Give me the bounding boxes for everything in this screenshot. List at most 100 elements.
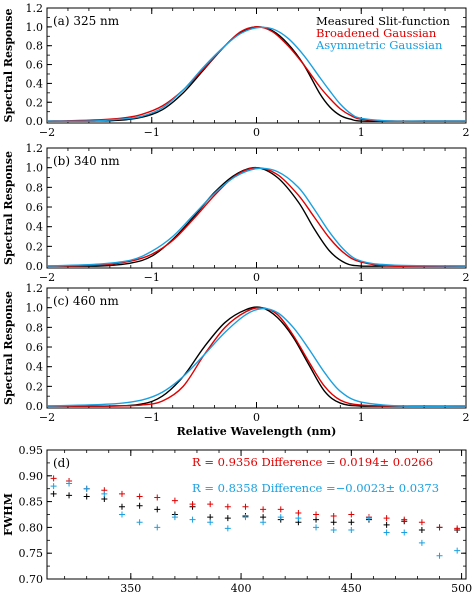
data-point-3	[436, 552, 443, 559]
data-point-2	[171, 497, 178, 504]
data-point-1	[224, 515, 231, 522]
y-axis-label: FWHM	[2, 493, 15, 536]
data-point-3	[418, 539, 425, 546]
y-tick-label: 0.4	[26, 221, 44, 234]
x-tick-label: 0	[253, 411, 260, 424]
data-point-3	[242, 514, 249, 521]
y-tick-label: 1.0	[26, 162, 44, 175]
chart-panel-1: 0.0 0.2 0.4 0.6 0.8 1.0 1.2 −2 −1 0 1 2 Spectral Res…	[2, 2, 470, 139]
plot-area	[47, 166, 466, 268]
data-point-3	[260, 519, 267, 526]
data-point-2	[436, 524, 443, 531]
y-tick-label: 0.2	[26, 380, 44, 393]
data-point-1	[154, 506, 161, 513]
x-tick-label: 2	[463, 126, 470, 139]
x-tick-label: −2	[39, 411, 55, 424]
y-tick-label: 0.6	[26, 201, 44, 214]
data-point-3	[365, 515, 372, 522]
panel-label: (a) 325 nm	[53, 14, 120, 28]
data-point-1	[207, 514, 214, 521]
data-point-1	[66, 492, 73, 499]
y-tick-label: 0.0	[26, 400, 44, 413]
data-point-3	[66, 480, 73, 487]
y-tick-label: 0.8	[26, 181, 44, 194]
data-point-2	[154, 494, 161, 501]
data-point-1	[330, 519, 337, 526]
x-tick-label: 0	[253, 271, 260, 284]
data-point-1	[418, 526, 425, 533]
data-point-2	[207, 501, 214, 508]
data-point-3	[330, 526, 337, 533]
data-point-2	[383, 515, 390, 522]
data-point-1	[383, 521, 390, 528]
data-point-2	[330, 513, 337, 520]
y-axis-label: Spectral Response	[2, 9, 15, 123]
data-point-3	[313, 524, 320, 531]
y-tick-label: 1.0	[26, 302, 44, 315]
data-point-3	[83, 485, 90, 492]
y-tick-label: 0.75	[19, 547, 44, 560]
x-tick-label: −1	[144, 411, 160, 424]
y-tick-label: 0.6	[26, 341, 44, 354]
data-point-3	[348, 526, 355, 533]
data-point-3	[136, 519, 143, 526]
data-point-3	[277, 514, 284, 521]
x-tick-label: 0	[253, 126, 260, 139]
data-point-3	[189, 516, 196, 523]
data-point-3	[207, 519, 214, 526]
legend-entry-3: Asymmetric Gaussian	[315, 38, 443, 52]
data-point-3	[454, 547, 461, 554]
panel-label: (b) 340 nm	[53, 154, 120, 168]
data-point-2	[454, 525, 461, 532]
y-tick-label: 0.85	[19, 496, 44, 509]
data-point-1	[50, 490, 57, 497]
series-line-3	[47, 26, 466, 123]
data-point-2	[242, 503, 249, 510]
y-tick-label: 0.8	[26, 40, 44, 53]
data-point-2	[295, 509, 302, 516]
y-tick-label: 0.95	[19, 444, 44, 457]
x-tick-label: −2	[39, 126, 55, 139]
y-tick-label: 0.8	[26, 321, 44, 334]
panel-label: (c) 460 nm	[53, 294, 119, 308]
y-tick-label: 0.6	[26, 59, 44, 72]
data-point-1	[260, 514, 267, 521]
y-tick-label: 1.2	[26, 142, 44, 155]
series-line-2	[47, 306, 466, 407]
data-point-3	[50, 483, 57, 490]
data-point-3	[154, 524, 161, 531]
x-tick-label: 1	[358, 271, 365, 284]
data-point-1	[118, 503, 125, 510]
data-point-1	[83, 493, 90, 500]
panel-label: (d)	[53, 456, 70, 470]
legend-entry-1: Measured Slit-function	[316, 14, 451, 28]
plot-area	[47, 26, 466, 123]
y-tick-label: 0.4	[26, 77, 44, 90]
y-tick-label: 1.2	[26, 2, 44, 15]
y-tick-label: 1.2	[26, 282, 44, 295]
series-line-3	[47, 307, 466, 408]
x-tick-label: 350	[120, 582, 141, 595]
data-point-2	[277, 506, 284, 513]
data-point-3	[101, 490, 108, 497]
y-tick-label: 0.2	[26, 240, 44, 253]
legend-entry-2: Broadened Gaussian	[316, 26, 437, 40]
data-point-3	[118, 511, 125, 518]
y-tick-label: 0.70	[19, 573, 44, 586]
data-point-2	[118, 490, 125, 497]
chart-panel-3: 0.0 0.2 0.4 0.6 0.8 1.0 1.2 −2 −1 0 1 2 Spectral Res…	[2, 282, 470, 438]
data-point-2	[260, 506, 267, 513]
series-line-1	[47, 26, 466, 122]
x-tick-label: 1	[358, 126, 365, 139]
data-point-1	[136, 502, 143, 509]
series-line-2	[47, 166, 466, 268]
plot-frame	[46, 449, 467, 580]
x-tick-label: 2	[463, 271, 470, 284]
y-tick-label: 0.0	[26, 260, 44, 273]
y-tick-label: 0.2	[26, 96, 44, 109]
y-tick-label: 1.0	[26, 21, 44, 34]
y-tick-label: 0.4	[26, 361, 44, 374]
data-point-2	[418, 519, 425, 526]
data-point-1	[313, 516, 320, 523]
stats-annotation-1: R = 0.9356 Difference = 0.0194± 0.0266	[192, 455, 433, 469]
